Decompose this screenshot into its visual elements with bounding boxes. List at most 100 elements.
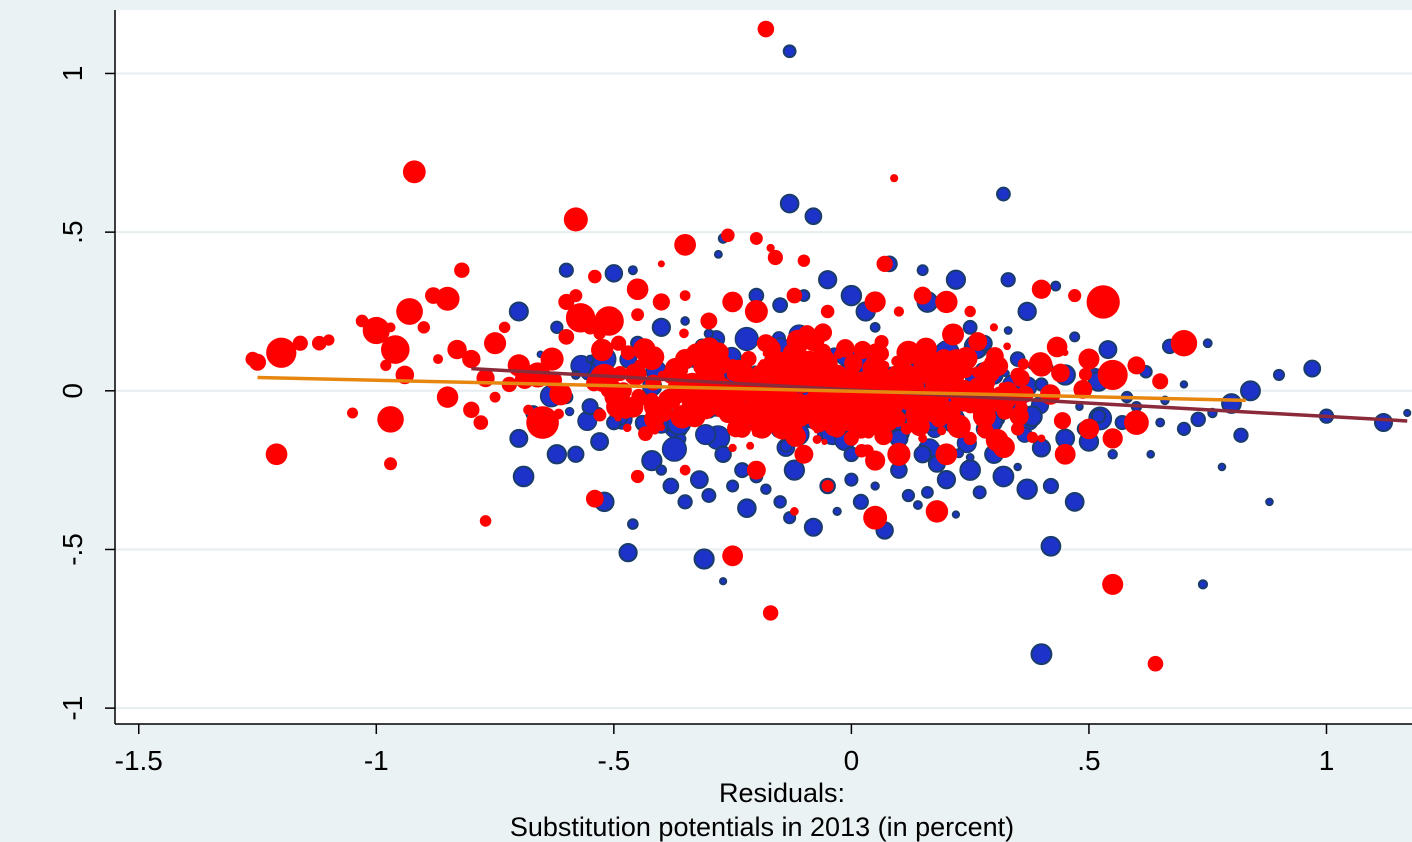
blue-point-140 bbox=[913, 445, 932, 464]
red-cloud-point-499 bbox=[934, 394, 949, 408]
red-cloud-point-358 bbox=[593, 408, 607, 422]
red-point-116 bbox=[1068, 289, 1082, 303]
red-cloud-point-368 bbox=[1078, 367, 1092, 381]
red-cloud-point-488 bbox=[836, 339, 855, 358]
red-point-71 bbox=[925, 500, 949, 523]
red-cloud-point-476 bbox=[1078, 382, 1086, 390]
red-cloud-point-422 bbox=[889, 410, 906, 428]
red-point-4 bbox=[721, 228, 735, 243]
red-point-95 bbox=[1097, 359, 1128, 390]
blue-point-37 bbox=[677, 494, 693, 510]
red-cloud-point-504 bbox=[841, 374, 859, 392]
blue-point-89 bbox=[719, 577, 728, 586]
x-tick-label-5: 1 bbox=[1319, 745, 1335, 776]
red-point-76 bbox=[794, 444, 814, 464]
red-point-98 bbox=[1170, 329, 1198, 357]
blue-point-58 bbox=[912, 500, 923, 510]
red-cloud-point-95 bbox=[1003, 342, 1011, 351]
red-cloud-point-407 bbox=[644, 396, 666, 418]
red-point-45 bbox=[667, 397, 674, 404]
red-point-140 bbox=[881, 418, 889, 427]
red-point-88 bbox=[1078, 418, 1100, 440]
blue-point-66 bbox=[1013, 462, 1022, 472]
blue-point-75 bbox=[1107, 449, 1118, 460]
blue-point-34 bbox=[641, 449, 663, 472]
blue-point-19 bbox=[1069, 331, 1081, 343]
blue-point-71 bbox=[1064, 491, 1085, 512]
blue-point-2 bbox=[804, 207, 823, 226]
red-cloud-point-389 bbox=[591, 338, 614, 362]
blue-point-35 bbox=[655, 464, 668, 476]
blue-point-4 bbox=[558, 262, 574, 278]
blue-point-108 bbox=[1179, 380, 1189, 389]
red-cloud-point-497 bbox=[751, 365, 766, 380]
y-axis-ticks: -1 -.5 0 .5 1 bbox=[57, 66, 115, 721]
fit-line-red bbox=[257, 375, 1246, 403]
blue-point-63 bbox=[972, 485, 987, 500]
red-point-83 bbox=[963, 431, 977, 446]
blue-point-110 bbox=[1240, 380, 1261, 402]
red-point-6 bbox=[766, 243, 775, 253]
red-point-33 bbox=[484, 332, 507, 355]
red-cloud-point-510 bbox=[873, 395, 895, 417]
blue-point-113 bbox=[1373, 413, 1394, 433]
blue-cloud-point-158 bbox=[661, 436, 687, 462]
red-point-27 bbox=[381, 335, 410, 364]
red-point-117 bbox=[1086, 285, 1120, 319]
red-point-31 bbox=[447, 339, 467, 360]
blue-point-67 bbox=[1016, 478, 1038, 500]
red-cloud-point-474 bbox=[799, 371, 807, 379]
red-cloud-point-255 bbox=[1017, 358, 1030, 370]
red-cloud-point-464 bbox=[718, 405, 737, 424]
red-cloud-point-486 bbox=[913, 354, 936, 378]
blue-point-12 bbox=[1000, 272, 1016, 288]
blue-point-74 bbox=[1090, 408, 1107, 424]
red-point-105 bbox=[820, 304, 835, 319]
x-axis-title-line-2: Substitution potentials in 2013 (in perc… bbox=[510, 812, 1014, 842]
blue-point-28 bbox=[546, 444, 567, 465]
red-cloud-point-213 bbox=[759, 359, 766, 366]
red-point-136 bbox=[683, 405, 706, 428]
red-cloud-point-478 bbox=[947, 414, 971, 439]
series-red-points bbox=[245, 20, 1198, 672]
blue-point-114 bbox=[869, 321, 881, 333]
blue-point-81 bbox=[1190, 411, 1206, 428]
blue-point-24 bbox=[1303, 359, 1322, 378]
red-cloud-point-395 bbox=[618, 404, 633, 419]
red-point-61 bbox=[384, 457, 398, 471]
red-cloud-point-492 bbox=[969, 377, 984, 393]
red-point-81 bbox=[918, 433, 928, 443]
red-cloud-point-433 bbox=[937, 426, 947, 436]
red-point-133 bbox=[857, 345, 865, 354]
red-point-107 bbox=[744, 299, 768, 323]
red-point-60 bbox=[265, 443, 288, 466]
blue-point-1 bbox=[779, 193, 800, 214]
red-cloud-point-507 bbox=[751, 389, 772, 411]
blue-point-129 bbox=[585, 354, 595, 364]
red-point-24 bbox=[249, 353, 267, 371]
blue-point-46 bbox=[773, 495, 787, 509]
red-point-87 bbox=[1054, 443, 1076, 465]
blue-point-94 bbox=[936, 470, 957, 490]
blue-point-6 bbox=[604, 264, 624, 283]
blue-point-121 bbox=[840, 284, 863, 307]
red-point-38 bbox=[558, 329, 575, 345]
red-point-18 bbox=[355, 314, 369, 328]
red-point-17 bbox=[362, 316, 390, 345]
red-cloud-point-351 bbox=[738, 411, 751, 423]
red-point-135 bbox=[945, 349, 966, 370]
red-cloud-point-345 bbox=[1026, 431, 1039, 444]
red-point-79 bbox=[865, 450, 886, 471]
red-point-125 bbox=[869, 400, 882, 413]
blue-point-10 bbox=[916, 264, 929, 277]
red-point-149 bbox=[972, 404, 996, 428]
red-cloud-point-349 bbox=[968, 332, 988, 351]
red-point-56 bbox=[473, 415, 489, 430]
red-point-75 bbox=[746, 460, 766, 480]
red-point-80 bbox=[887, 442, 911, 466]
blue-cloud-point-144 bbox=[564, 406, 575, 417]
blue-point-22 bbox=[1202, 338, 1213, 349]
red-point-55 bbox=[526, 406, 559, 439]
red-point-37 bbox=[540, 347, 564, 371]
red-point-0 bbox=[757, 20, 775, 38]
